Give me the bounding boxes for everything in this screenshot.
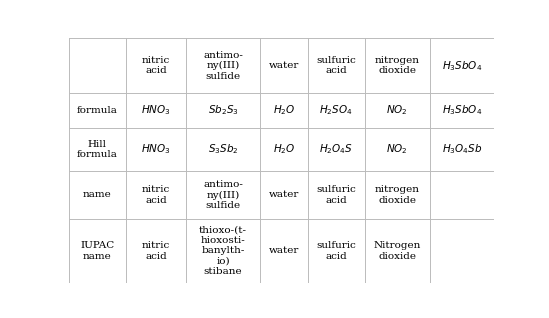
Text: water: water (268, 190, 299, 199)
Text: sulfuric
acid: sulfuric acid (316, 241, 356, 261)
Text: $H_3O_4Sb$: $H_3O_4Sb$ (441, 142, 482, 156)
Text: $H_2O$: $H_2O$ (273, 142, 295, 156)
Text: $H_2O_4S$: $H_2O_4S$ (320, 142, 354, 156)
Text: $NO_2$: $NO_2$ (386, 142, 408, 156)
Text: $HNO_3$: $HNO_3$ (141, 142, 171, 156)
Text: name: name (83, 190, 111, 199)
Text: thioxo-(t-
hioxosti-
banylth-
io)
stibane: thioxo-(t- hioxosti- banylth- io) stiban… (199, 225, 247, 276)
Text: water: water (268, 246, 299, 255)
Text: sulfuric
acid: sulfuric acid (316, 185, 356, 204)
Text: $NO_2$: $NO_2$ (386, 104, 408, 117)
Text: nitrogen
dioxide: nitrogen dioxide (375, 56, 420, 75)
Text: formula: formula (77, 106, 118, 115)
Text: $H_2SO_4$: $H_2SO_4$ (320, 104, 353, 117)
Text: IUPAC
name: IUPAC name (80, 241, 114, 261)
Text: nitric
acid: nitric acid (142, 56, 170, 75)
Text: sulfuric
acid: sulfuric acid (316, 56, 356, 75)
Text: nitrogen
dioxide: nitrogen dioxide (375, 185, 420, 204)
Text: water: water (268, 61, 299, 70)
Text: Nitrogen
dioxide: Nitrogen dioxide (374, 241, 421, 261)
Text: $H_2O$: $H_2O$ (273, 104, 295, 117)
Text: Hill
formula: Hill formula (77, 140, 118, 159)
Text: $H_3SbO_4$: $H_3SbO_4$ (442, 59, 482, 73)
Text: nitric
acid: nitric acid (142, 185, 170, 204)
Text: $S_3Sb_2$: $S_3Sb_2$ (208, 142, 238, 156)
Text: $Sb_2S_3$: $Sb_2S_3$ (208, 104, 238, 117)
Text: $HNO_3$: $HNO_3$ (141, 104, 171, 117)
Text: antimo-
ny(III)
sulfide: antimo- ny(III) sulfide (203, 51, 243, 81)
Text: nitric
acid: nitric acid (142, 241, 170, 261)
Text: antimo-
ny(III)
sulfide: antimo- ny(III) sulfide (203, 180, 243, 210)
Text: $H_3SbO_4$: $H_3SbO_4$ (442, 104, 482, 117)
